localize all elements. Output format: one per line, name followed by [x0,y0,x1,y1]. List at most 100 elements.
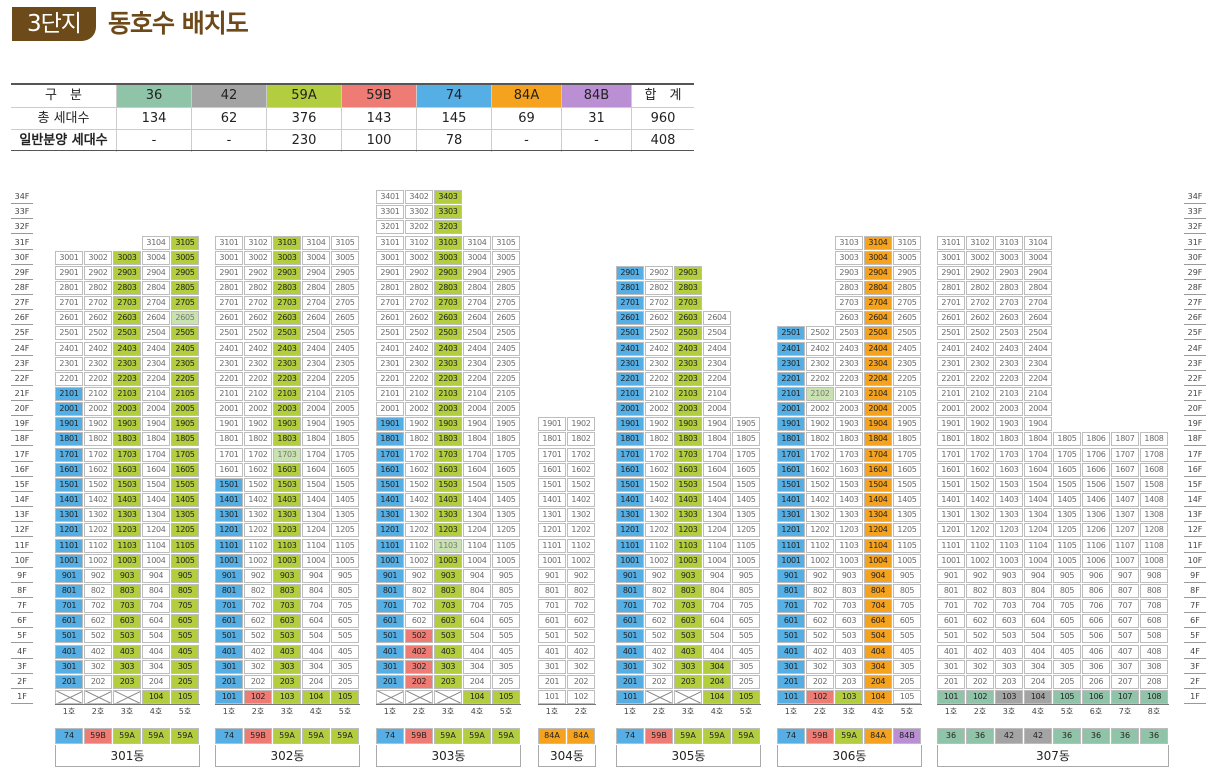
unit-cell: 1205 [492,523,520,538]
unit-cell: 1101 [777,538,805,553]
unit-cell: 2505 [893,326,921,341]
unit-cell: 1202 [806,523,834,538]
unit-cell: 405 [492,644,520,659]
unit-cell-empty [376,690,404,704]
unit-cell: 703 [113,599,141,614]
unit-cell: 2604 [302,311,330,326]
unit-type-legend-cell: 42 [1024,728,1052,744]
unit-cell: 805 [732,583,760,598]
unit-cell: 501 [777,629,805,644]
unit-type-legend-cell: 59A [302,728,330,744]
unit-cell: 504 [864,629,892,644]
unit-cell: 2502 [645,326,673,341]
unit-cell: 2602 [84,311,112,326]
unit-cell: 1704 [142,447,170,462]
unit-cell: 503 [273,629,301,644]
unit-cell: 1301 [616,508,644,523]
unit-cell: 2005 [492,402,520,417]
unit-cell: 705 [1053,599,1081,614]
unit-cell: 204 [142,674,170,689]
unit-number-label: 5호 [900,707,914,716]
unit-cell: 1602 [645,462,673,477]
unit-cell: 1904 [463,417,491,432]
unit-cell: 1302 [84,508,112,523]
unit-cell: 205 [1053,674,1081,689]
unit-cell: 602 [966,614,994,629]
unit-type-legend-cell: 59A [142,728,170,744]
unit-cell: 1606 [1082,462,1110,477]
unit-cell: 304 [1024,659,1052,674]
unit-cell: 1003 [835,553,863,568]
unit-cell: 303 [674,659,702,674]
unit-cell: 2202 [405,371,433,386]
unit-cell: 2104 [302,387,330,401]
unit-cell: 1701 [937,447,965,462]
unit-cell: 2203 [995,371,1023,386]
table-header-cell: 84B [562,85,632,107]
unit-cell: 2303 [674,356,702,371]
unit-cell: 802 [966,583,994,598]
unit-cell: 1001 [538,553,566,568]
unit-cell: 1603 [273,462,301,477]
unit-cell: 104 [864,690,892,704]
unit-cell: 1504 [864,477,892,492]
unit-type-legend-cell: 59A [732,728,760,744]
unit-cell: 2901 [376,265,404,280]
unit-cell: 2102 [244,387,272,401]
building-base-line [215,704,360,705]
unit-cell: 1003 [995,553,1023,568]
unit-cell: 1304 [864,508,892,523]
unit-cell: 2504 [703,326,731,341]
unit-cell: 1407 [1111,493,1139,508]
unit-cell: 2503 [835,326,863,341]
unit-cell: 2405 [171,341,199,356]
unit-cell: 2804 [463,280,491,295]
unit-cell-empty [113,690,141,704]
unit-cell: 2903 [113,265,141,280]
unit-cell: 105 [331,690,359,704]
unit-cell: 1903 [273,417,301,432]
unit-cell: 2903 [835,265,863,280]
unit-cell: 205 [492,674,520,689]
unit-cell: 1103 [434,538,462,553]
unit-cell: 1002 [806,553,834,568]
unit-type-legend-cell: 59A [331,728,359,744]
unit-cell: 404 [142,644,170,659]
unit-cell: 2804 [142,280,170,295]
unit-cell: 2904 [1024,265,1052,280]
unit-cell: 201 [376,674,404,689]
unit-cell: 502 [244,629,272,644]
unit-cell: 1503 [273,477,301,492]
unit-cell: 1203 [434,523,462,538]
unit-cell: 901 [538,568,566,583]
unit-cell: 403 [273,644,301,659]
unit-cell: 2705 [492,296,520,311]
unit-cell: 1403 [434,493,462,508]
unit-cell: 2702 [405,296,433,311]
unit-cell: 1801 [538,432,566,447]
unit-cell: 1301 [215,508,243,523]
unit-type-legend-cell: 36 [1111,728,1139,744]
unit-cell: 607 [1111,614,1139,629]
unit-cell: 1902 [567,417,595,432]
unit-cell: 2002 [244,402,272,417]
unit-cell: 501 [538,629,566,644]
unit-cell: 704 [302,599,330,614]
unit-cell: 1706 [1082,447,1110,462]
unit-cell: 303 [113,659,141,674]
unit-cell: 3303 [434,205,462,220]
unit-number-label: 4호 [871,707,885,716]
unit-cell: 1901 [777,417,805,432]
floor-label: 32F [11,220,33,235]
floor-label: 17F [11,448,33,462]
unit-cell: 3103 [995,235,1023,250]
unit-cell: 2801 [376,280,404,295]
unit-cell: 805 [171,583,199,598]
unit-cell: 104 [463,690,491,704]
unit-cell: 404 [864,644,892,659]
unit-cell: 2404 [463,341,491,356]
floor-label: 11F [1184,539,1206,553]
unit-cell: 2704 [864,296,892,311]
floor-label: 15F [1184,478,1206,492]
unit-cell: 1305 [492,508,520,523]
